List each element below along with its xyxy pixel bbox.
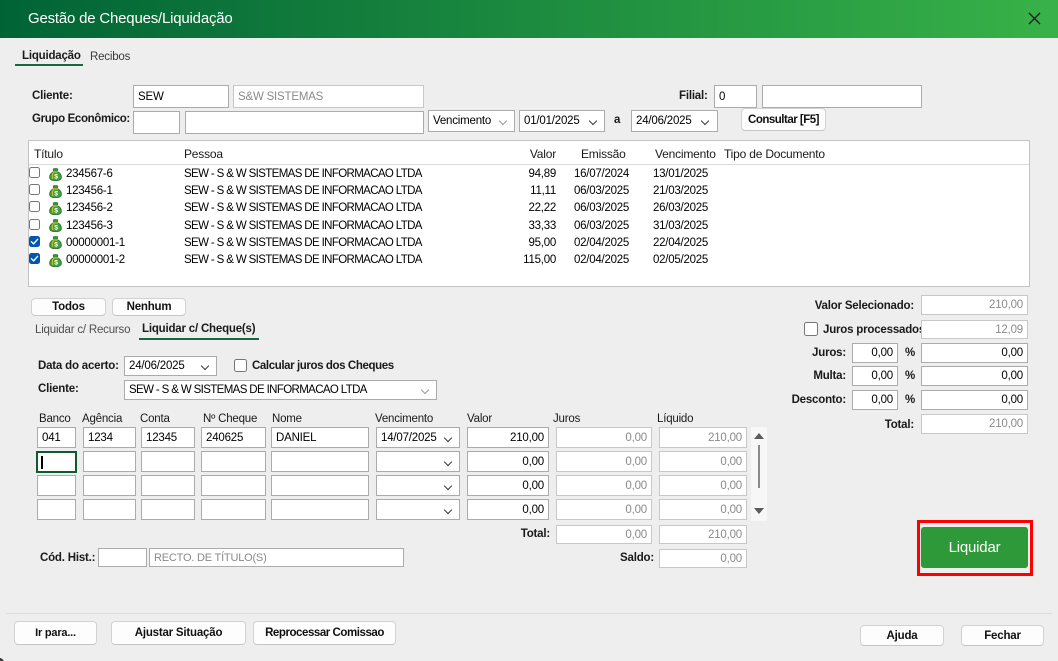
svg-text:$: $ — [54, 224, 58, 231]
svg-text:$: $ — [54, 242, 58, 249]
svg-text:$: $ — [54, 259, 58, 266]
svg-text:$: $ — [54, 207, 58, 214]
svg-text:$: $ — [54, 190, 58, 197]
svg-text:$: $ — [54, 173, 58, 180]
